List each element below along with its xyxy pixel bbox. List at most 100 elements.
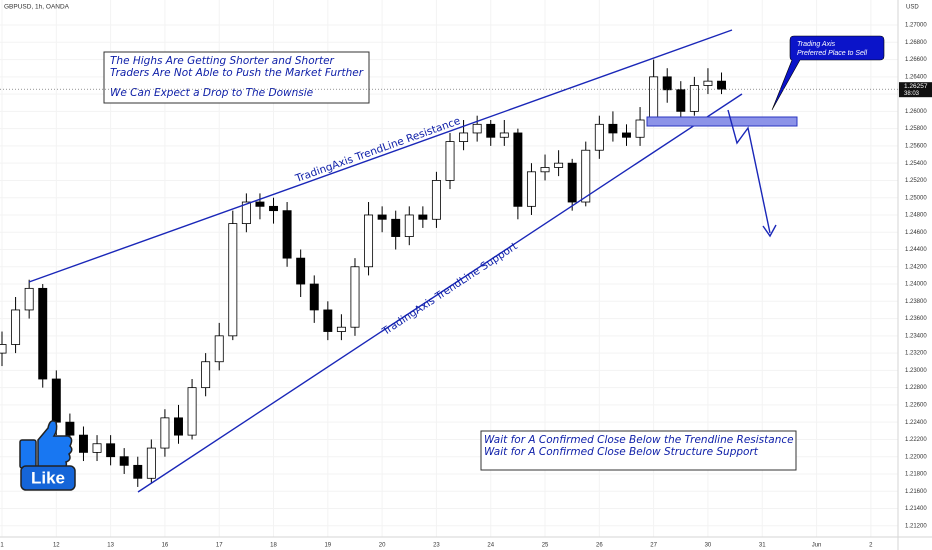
y-tick-label: 1.27000 (905, 23, 927, 29)
candle-body (377, 214, 387, 220)
candle-body (146, 447, 156, 479)
axes: 1.21200 1.21400 1.21600 1.21800 1.22000 1.222… (0, 23, 932, 549)
y-tick-label: 1.23000 (905, 368, 927, 374)
y-tick-label: 1.25000 (905, 195, 927, 201)
candle-body (11, 309, 21, 345)
candle-body (336, 326, 346, 332)
candle-body (635, 119, 645, 138)
x-tick-label: Jun (812, 543, 822, 549)
candle-body (92, 443, 102, 453)
candle-body (676, 89, 686, 112)
candle-body (459, 132, 469, 142)
projection-arrow (727, 109, 771, 234)
x-tick-label: 1 (0, 543, 4, 549)
y-tick-label: 1.24200 (905, 264, 927, 270)
x-tick-label: 13 (107, 543, 114, 549)
y-tick-label: 1.25400 (905, 161, 927, 167)
y-tick-label: 1.24600 (905, 230, 927, 236)
top-note-box (103, 51, 370, 104)
y-tick-label: 1.21200 (905, 523, 927, 529)
candle-body (431, 180, 441, 220)
candle-body (513, 132, 523, 207)
candle-body (486, 123, 496, 138)
candle-body (350, 266, 360, 328)
candle-body (472, 123, 482, 134)
candle-body (622, 132, 631, 138)
x-tick-label: 12 (53, 543, 60, 549)
x-tick-label: 24 (487, 543, 494, 549)
candle-body (201, 361, 211, 389)
y-tick-label: 1.23400 (905, 333, 927, 339)
callout-text: Preferred Place to Sell (797, 50, 867, 57)
currency: USD (906, 5, 919, 11)
y-tick-label: 1.25200 (905, 178, 927, 184)
candle-body (133, 464, 143, 479)
x-tick-label: 19 (324, 543, 331, 549)
candle-body (106, 443, 116, 458)
candle-body (119, 456, 129, 466)
candle-body (160, 417, 170, 449)
candle-body (214, 335, 224, 363)
candle-body (65, 421, 75, 436)
y-tick-label: 1.26800 (905, 40, 927, 46)
x-tick-label: 27 (650, 543, 657, 549)
like-text: Like (31, 468, 65, 487)
y-tick-label: 1.26400 (905, 74, 927, 80)
bottom-note: Wait for A Confirmed Close Below the Tre… (484, 434, 794, 446)
y-tick-label: 1.22200 (905, 437, 927, 443)
candle-body (594, 123, 604, 151)
y-tick-label: 1.26600 (905, 57, 927, 63)
callout-text: Trading Axis (797, 41, 836, 48)
candle-body (608, 123, 618, 134)
bottom-note: Wait for A Confirmed Close Below Structu… (484, 446, 759, 458)
candle-body (255, 201, 265, 207)
x-tick-label: 26 (596, 543, 603, 549)
symbol: GBPUSD, 1h, OANDA (4, 4, 70, 11)
y-tick-label: 1.23800 (905, 299, 927, 305)
candle-body (689, 85, 699, 112)
y-tick-label: 1.24000 (905, 282, 927, 288)
y-tick-label: 1.22600 (905, 402, 927, 408)
y-tick-label: 1.23200 (905, 351, 927, 357)
candle-body (662, 76, 672, 91)
x-tick-label: 30 (705, 543, 712, 549)
y-tick-label: 1.24800 (905, 213, 927, 219)
x-tick-label: 18 (270, 543, 277, 549)
resistance-line (28, 29, 733, 283)
candle-body (526, 171, 536, 207)
candle-body (51, 378, 61, 423)
arrow-head (762, 224, 777, 238)
candle-body (567, 162, 577, 203)
top-note: We Can Expect a Drop to The Downsie (110, 87, 313, 99)
candle-body (499, 132, 509, 138)
x-tick-label: 31 (759, 543, 766, 549)
candle-body (24, 287, 34, 311)
y-tick-label: 1.23600 (905, 316, 927, 322)
candle-body (228, 223, 238, 337)
candle-body (187, 387, 197, 436)
x-tick-label: 25 (542, 543, 549, 549)
bottom-note-box (480, 430, 797, 471)
x-tick-label: 17 (216, 543, 223, 549)
last-price-label: 1.26257 (904, 83, 928, 90)
y-tick-label: 1.25600 (905, 143, 927, 149)
candle-body (364, 214, 374, 268)
candle-body (309, 283, 319, 311)
y-tick-label: 1.21400 (905, 506, 927, 512)
x-tick-label: 16 (162, 543, 169, 549)
top-note: Traders Are Not Able to Push the Market … (110, 67, 364, 79)
countdown: 38:03 (904, 91, 920, 97)
candle-body (391, 218, 401, 237)
candle-body (296, 257, 306, 285)
candle-body (269, 205, 278, 212)
candle-body (581, 149, 591, 203)
candle-body (323, 309, 333, 332)
candle-body (174, 417, 183, 436)
candle-body (649, 76, 659, 121)
callout (771, 35, 885, 111)
y-tick-label: 1.26000 (905, 109, 927, 115)
candle-body (78, 434, 88, 453)
top-note: The Highs Are Getting Shorter and Shorte… (110, 55, 335, 67)
